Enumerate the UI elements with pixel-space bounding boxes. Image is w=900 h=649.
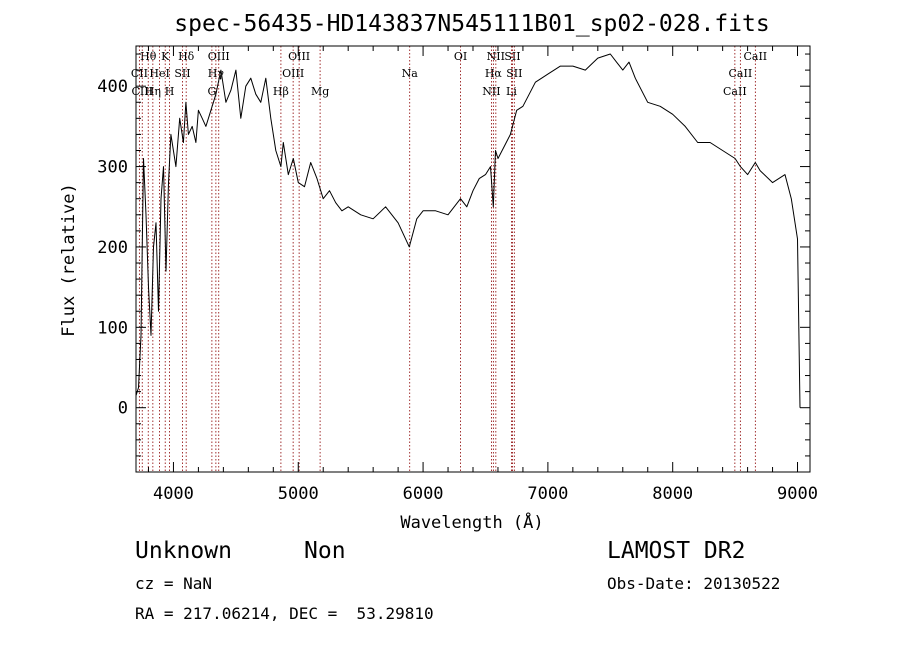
- line-mark-label-23: Li: [506, 85, 517, 98]
- line-mark-label-16: Na: [402, 67, 419, 80]
- line-mark-label-18: NII: [487, 50, 505, 63]
- line-mark-label-4: HeI: [149, 67, 169, 80]
- y-tick-label-1: 100: [97, 318, 128, 338]
- x-tick-label-4: 8000: [652, 484, 693, 504]
- line-mark-label-8: Hδ: [178, 50, 195, 63]
- line-mark-label-17: OI: [454, 50, 467, 63]
- line-mark-label-19: SII: [504, 50, 520, 63]
- line-mark-label-6: SII: [174, 67, 190, 80]
- x-tick-label-2: 6000: [403, 484, 444, 504]
- line-mark-label-13: OIII: [288, 50, 310, 63]
- line-mark-label-11: G: [207, 85, 216, 98]
- y-axis-label: Flux (relative): [59, 183, 79, 337]
- line-mark-label-15: Mg: [311, 85, 329, 98]
- chart-title: spec-56435-HD143837N545111B01_sp02-028.f…: [174, 11, 769, 37]
- coordinates: RA = 217.06214, DEC = 53.29810: [135, 604, 434, 623]
- x-tick-label-1: 5000: [278, 484, 319, 504]
- y-tick-label-3: 300: [97, 158, 128, 178]
- spectral-class: Unknown: [135, 538, 232, 564]
- line-mark-label-14: OIII: [282, 67, 304, 80]
- line-mark-label-24: CaII: [743, 50, 767, 63]
- line-mark-label-9: OIII: [208, 50, 230, 63]
- line-mark-label-12: Hβ: [273, 85, 289, 98]
- line-mark-label-1: CII: [131, 67, 148, 80]
- line-mark-label-7: H: [165, 85, 175, 98]
- y-tick-label-2: 200: [97, 238, 128, 258]
- line-mark-label-3: K: [161, 50, 170, 63]
- redshift-value: cz = NaN: [135, 574, 213, 593]
- line-mark-label-25: CaII: [729, 67, 753, 80]
- line-mark-label-22: NII: [482, 85, 500, 98]
- observation-date: Obs-Date: 20130522: [607, 574, 781, 593]
- line-mark-label-10: Hγ: [208, 67, 225, 80]
- line-mark-label-21: SII: [506, 67, 522, 80]
- ticks-layer: 4000 5000 6000 7000 8000 9000 0 100 200 300 400: [97, 46, 818, 504]
- x-axis-label: Wavelength (Å): [400, 511, 543, 533]
- spectrum-layer: [135, 53, 801, 408]
- survey-name: LAMOST DR2: [607, 538, 746, 564]
- spectrum-line-0: [135, 53, 801, 408]
- x-tick-label-3: 7000: [527, 484, 568, 504]
- line-mark-label-5: Hη: [145, 85, 161, 98]
- x-tick-label-0: 4000: [153, 484, 194, 504]
- y-tick-label-0: 0: [118, 399, 128, 419]
- plot-frame: [135, 45, 811, 473]
- line-mark-label-20: Hα: [485, 67, 503, 80]
- y-tick-label-4: 400: [97, 77, 128, 97]
- line-mark-label-26: CaII: [723, 85, 747, 98]
- line-mark-label-2: CIII: [132, 85, 153, 98]
- x-tick-label-5: 9000: [777, 484, 818, 504]
- spectral-subclass: Non: [304, 538, 346, 564]
